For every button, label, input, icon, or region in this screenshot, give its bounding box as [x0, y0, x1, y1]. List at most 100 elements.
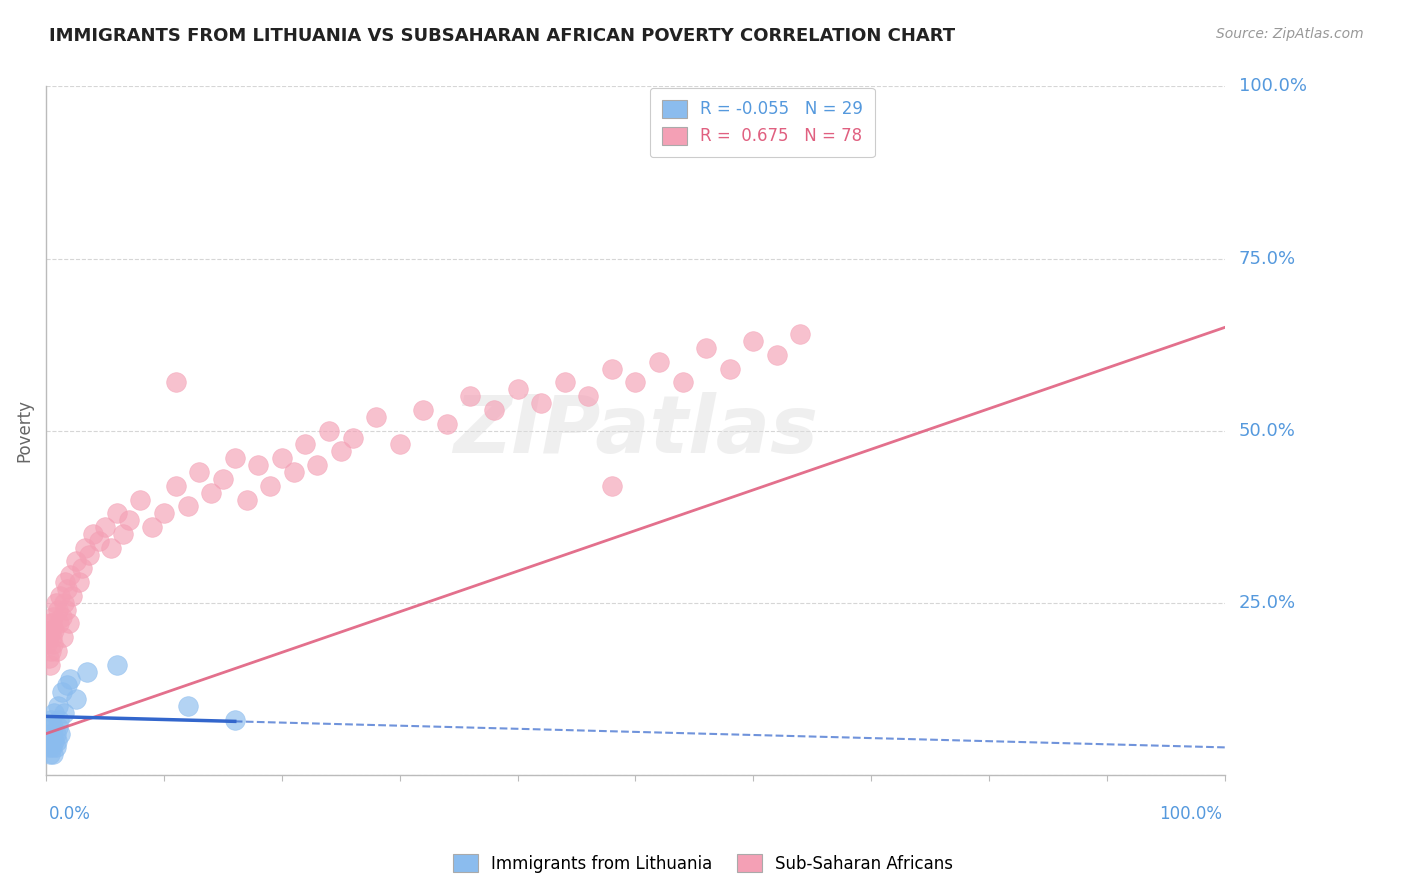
Point [39, 713, 62, 727]
Point [38, 651, 60, 665]
Point [718, 361, 741, 376]
Text: 25.0%: 25.0% [1239, 594, 1296, 612]
Point [38, 747, 60, 762]
Point [60, 589, 83, 603]
Point [45, 644, 67, 658]
Point [141, 520, 163, 534]
Point [37, 637, 59, 651]
Point [224, 713, 246, 727]
Point [52, 596, 75, 610]
Point [55, 603, 77, 617]
Point [52, 630, 75, 644]
Point [789, 327, 811, 342]
Text: ZIPatlas: ZIPatlas [453, 392, 818, 470]
Text: 50.0%: 50.0% [1239, 422, 1295, 440]
Point [118, 513, 141, 527]
Point [235, 492, 257, 507]
Point [65, 554, 87, 568]
Point [75, 541, 97, 555]
Point [41, 740, 63, 755]
Point [111, 527, 134, 541]
Point [42, 747, 65, 762]
Point [342, 431, 364, 445]
Point [46, 603, 69, 617]
Point [77, 548, 100, 562]
Text: 75.0%: 75.0% [1239, 250, 1296, 268]
Point [51, 685, 73, 699]
Point [38, 720, 60, 734]
Point [506, 383, 529, 397]
Point [436, 417, 458, 431]
Y-axis label: Poverty: Poverty [15, 400, 32, 462]
Point [44, 733, 66, 747]
Point [46, 720, 69, 734]
Point [176, 699, 198, 714]
Point [45, 596, 67, 610]
Point [45, 726, 67, 740]
Point [259, 479, 281, 493]
Point [366, 409, 388, 424]
Point [329, 444, 352, 458]
Point [624, 376, 647, 390]
Point [76, 665, 98, 679]
Point [600, 479, 623, 493]
Point [100, 541, 122, 555]
Point [49, 726, 72, 740]
Point [94, 520, 117, 534]
Point [48, 713, 70, 727]
Point [766, 348, 789, 362]
Point [742, 334, 765, 348]
Point [44, 706, 66, 720]
Point [294, 437, 316, 451]
Point [48, 616, 70, 631]
Legend: Immigrants from Lithuania, Sub-Saharan Africans: Immigrants from Lithuania, Sub-Saharan A… [446, 847, 960, 880]
Legend: R = -0.055   N = 29, R =  0.675   N = 78: R = -0.055 N = 29, R = 0.675 N = 78 [650, 88, 875, 157]
Text: 0.0%: 0.0% [49, 805, 91, 823]
Point [39, 644, 62, 658]
Point [153, 506, 176, 520]
Point [412, 403, 434, 417]
Point [39, 624, 62, 638]
Point [82, 527, 104, 541]
Point [200, 485, 222, 500]
Point [56, 678, 79, 692]
Point [49, 589, 72, 603]
Point [41, 726, 63, 740]
Point [271, 451, 294, 466]
Point [482, 403, 505, 417]
Point [38, 726, 60, 740]
Point [39, 733, 62, 747]
Point [212, 472, 235, 486]
Point [672, 376, 695, 390]
Point [38, 630, 60, 644]
Point [89, 533, 111, 548]
Point [105, 657, 128, 672]
Point [188, 465, 211, 479]
Point [105, 506, 128, 520]
Point [58, 616, 80, 631]
Point [59, 568, 82, 582]
Point [46, 699, 69, 714]
Point [224, 451, 246, 466]
Point [56, 582, 79, 596]
Point [530, 396, 553, 410]
Point [600, 361, 623, 376]
Point [129, 492, 152, 507]
Point [576, 389, 599, 403]
Point [41, 630, 63, 644]
Point [52, 706, 75, 720]
Point [45, 740, 67, 755]
Point [38, 657, 60, 672]
Point [165, 376, 187, 390]
Text: IMMIGRANTS FROM LITHUANIA VS SUBSAHARAN AFRICAN POVERTY CORRELATION CHART: IMMIGRANTS FROM LITHUANIA VS SUBSAHARAN … [49, 27, 955, 45]
Point [165, 479, 187, 493]
Point [45, 733, 67, 747]
Point [44, 624, 66, 638]
Point [67, 575, 90, 590]
Point [695, 341, 717, 355]
Point [648, 355, 671, 369]
Point [51, 609, 73, 624]
Point [37, 733, 59, 747]
Point [307, 458, 329, 472]
Point [42, 720, 65, 734]
